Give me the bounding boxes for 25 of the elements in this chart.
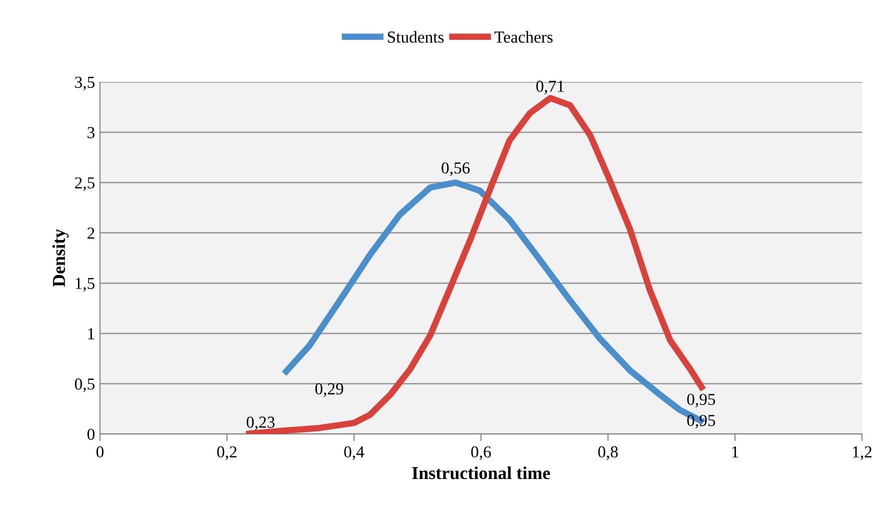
y-axis-title: Density [52, 229, 69, 287]
y-tick-label: 3,5 [75, 76, 94, 90]
x-tick-label: 1,2 [853, 446, 872, 460]
annotation: 0,95 [687, 414, 716, 428]
x-tick-label: 0,2 [217, 446, 236, 460]
annotation: 0,56 [442, 162, 470, 176]
y-tick-label: 3 [88, 127, 94, 138]
x-axis-title: Instructional time [412, 466, 550, 480]
y-tick-label: 0,5 [74, 378, 94, 392]
x-tick-label: 1 [732, 446, 738, 458]
y-tick-label: 1 [88, 328, 94, 340]
annotation: 0,71 [536, 80, 564, 94]
x-tick-label: 0 [96, 446, 104, 458]
x-tick-label: 0,4 [344, 446, 364, 460]
y-tick-label: 1,5 [76, 278, 94, 292]
x-tick-label: 0,8 [598, 446, 618, 460]
y-tick-label: 2,5 [75, 177, 94, 191]
legend-label: Students [388, 31, 444, 43]
annotation: 0,23 [246, 416, 275, 430]
legend-label: Teachers [494, 31, 553, 43]
y-tick-label: 2 [88, 228, 94, 239]
y-tick-label: 0 [87, 428, 95, 440]
annotation: 0,29 [315, 383, 344, 397]
x-tick-label: 0,6 [471, 446, 491, 460]
annotation: 0,95 [687, 394, 716, 408]
